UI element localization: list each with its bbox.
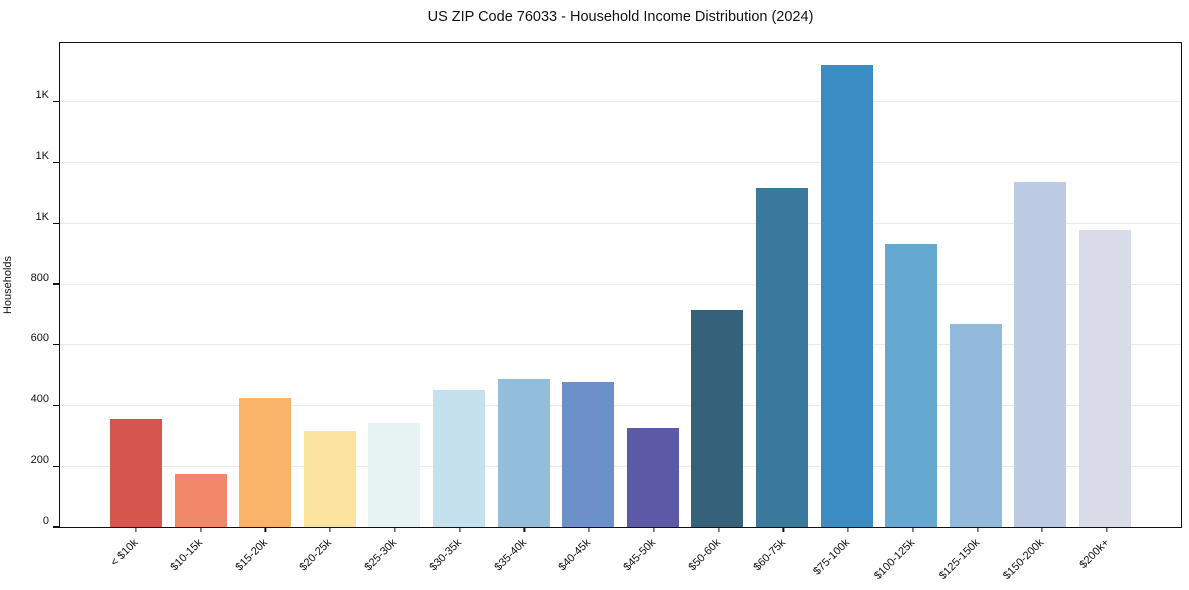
bar — [626, 428, 679, 527]
x-tick-mark — [264, 527, 267, 532]
x-tick-label: $15-20k — [233, 536, 270, 574]
gridline — [60, 283, 1181, 285]
y-tick-label: 1K — [35, 150, 49, 162]
bar — [562, 382, 615, 527]
x-tick-mark — [200, 527, 202, 532]
x-tick-label: $40-45k — [556, 536, 594, 574]
y-tick-label: 600 — [30, 332, 49, 345]
gridline — [60, 162, 1181, 163]
bar — [174, 473, 227, 527]
y-tick-mark — [52, 465, 59, 467]
bar — [110, 419, 162, 527]
x-tick-mark — [653, 527, 655, 532]
x-tick-mark — [394, 527, 396, 532]
x-tick-label: $150-200k — [1001, 536, 1047, 583]
y-tick-label: 1K — [35, 89, 49, 102]
bar — [303, 431, 356, 527]
y-tick-label: 400 — [30, 393, 49, 405]
y-axis-label: Households — [2, 255, 14, 315]
bar — [432, 390, 485, 527]
x-tick-mark — [847, 527, 849, 532]
y-tick-mark — [52, 283, 59, 285]
bar — [368, 422, 421, 527]
x-tick-label: $60-75k — [750, 536, 788, 574]
bar — [1078, 229, 1131, 527]
x-tick-label: $100-125k — [871, 536, 918, 583]
gridline — [60, 101, 1181, 103]
x-tick-mark — [588, 527, 590, 532]
y-tick-mark — [52, 344, 59, 346]
x-tick-label: $25-30k — [362, 536, 400, 574]
x-tick-label: $35-40k — [492, 536, 529, 574]
chart-title: US ZIP Code 76033 - Household Income Dis… — [427, 9, 814, 25]
gridline — [60, 344, 1181, 346]
y-tick-label: 1K — [35, 210, 49, 223]
x-tick-mark — [912, 527, 914, 532]
x-tick-mark — [523, 527, 525, 532]
y-tick-label: 200 — [30, 453, 49, 466]
bar — [1014, 181, 1067, 527]
bar — [949, 323, 1002, 527]
x-tick-label: $10-15k — [168, 536, 205, 574]
gridline — [60, 405, 1181, 406]
x-tick-label: $75-100k — [811, 536, 853, 578]
x-tick-mark — [1106, 527, 1108, 532]
bar — [885, 243, 938, 527]
y-tick-label: 800 — [30, 271, 49, 284]
x-tick-mark — [1041, 527, 1043, 532]
x-tick-mark — [459, 527, 461, 532]
bar — [755, 188, 808, 527]
bars-layer — [60, 43, 1181, 527]
x-tick-mark — [329, 527, 331, 532]
bar — [691, 309, 744, 527]
x-tick-label: $200k+ — [1077, 536, 1112, 571]
x-tick-label: $45-50k — [621, 536, 659, 574]
x-tick-mark — [782, 527, 784, 532]
x-tick-label: $20-25k — [297, 536, 335, 574]
x-tick-mark — [976, 527, 979, 532]
bar — [239, 397, 292, 527]
gridline — [60, 465, 1181, 467]
plot-area: 0 200 400 600 800 1K 1K 1K < $10k $10-15k $15-20k… — [31, 42, 1182, 582]
x-tick-label: $125-150k — [936, 536, 982, 583]
bar — [497, 379, 550, 527]
x-tick-label: $50-60k — [686, 536, 723, 574]
y-tick-mark — [52, 404, 59, 407]
gridline — [60, 222, 1181, 224]
x-tick-mark — [135, 527, 137, 532]
bar — [820, 64, 873, 527]
y-tick-mark — [52, 526, 59, 528]
y-tick-mark — [52, 161, 59, 164]
y-tick-mark — [52, 222, 59, 224]
y-tick-label: 0 — [42, 514, 49, 527]
y-tick-mark — [52, 101, 59, 103]
x-tick-label: < $10k — [108, 536, 141, 569]
x-tick-mark — [718, 527, 720, 532]
x-tick-label: $30-35k — [427, 536, 464, 574]
